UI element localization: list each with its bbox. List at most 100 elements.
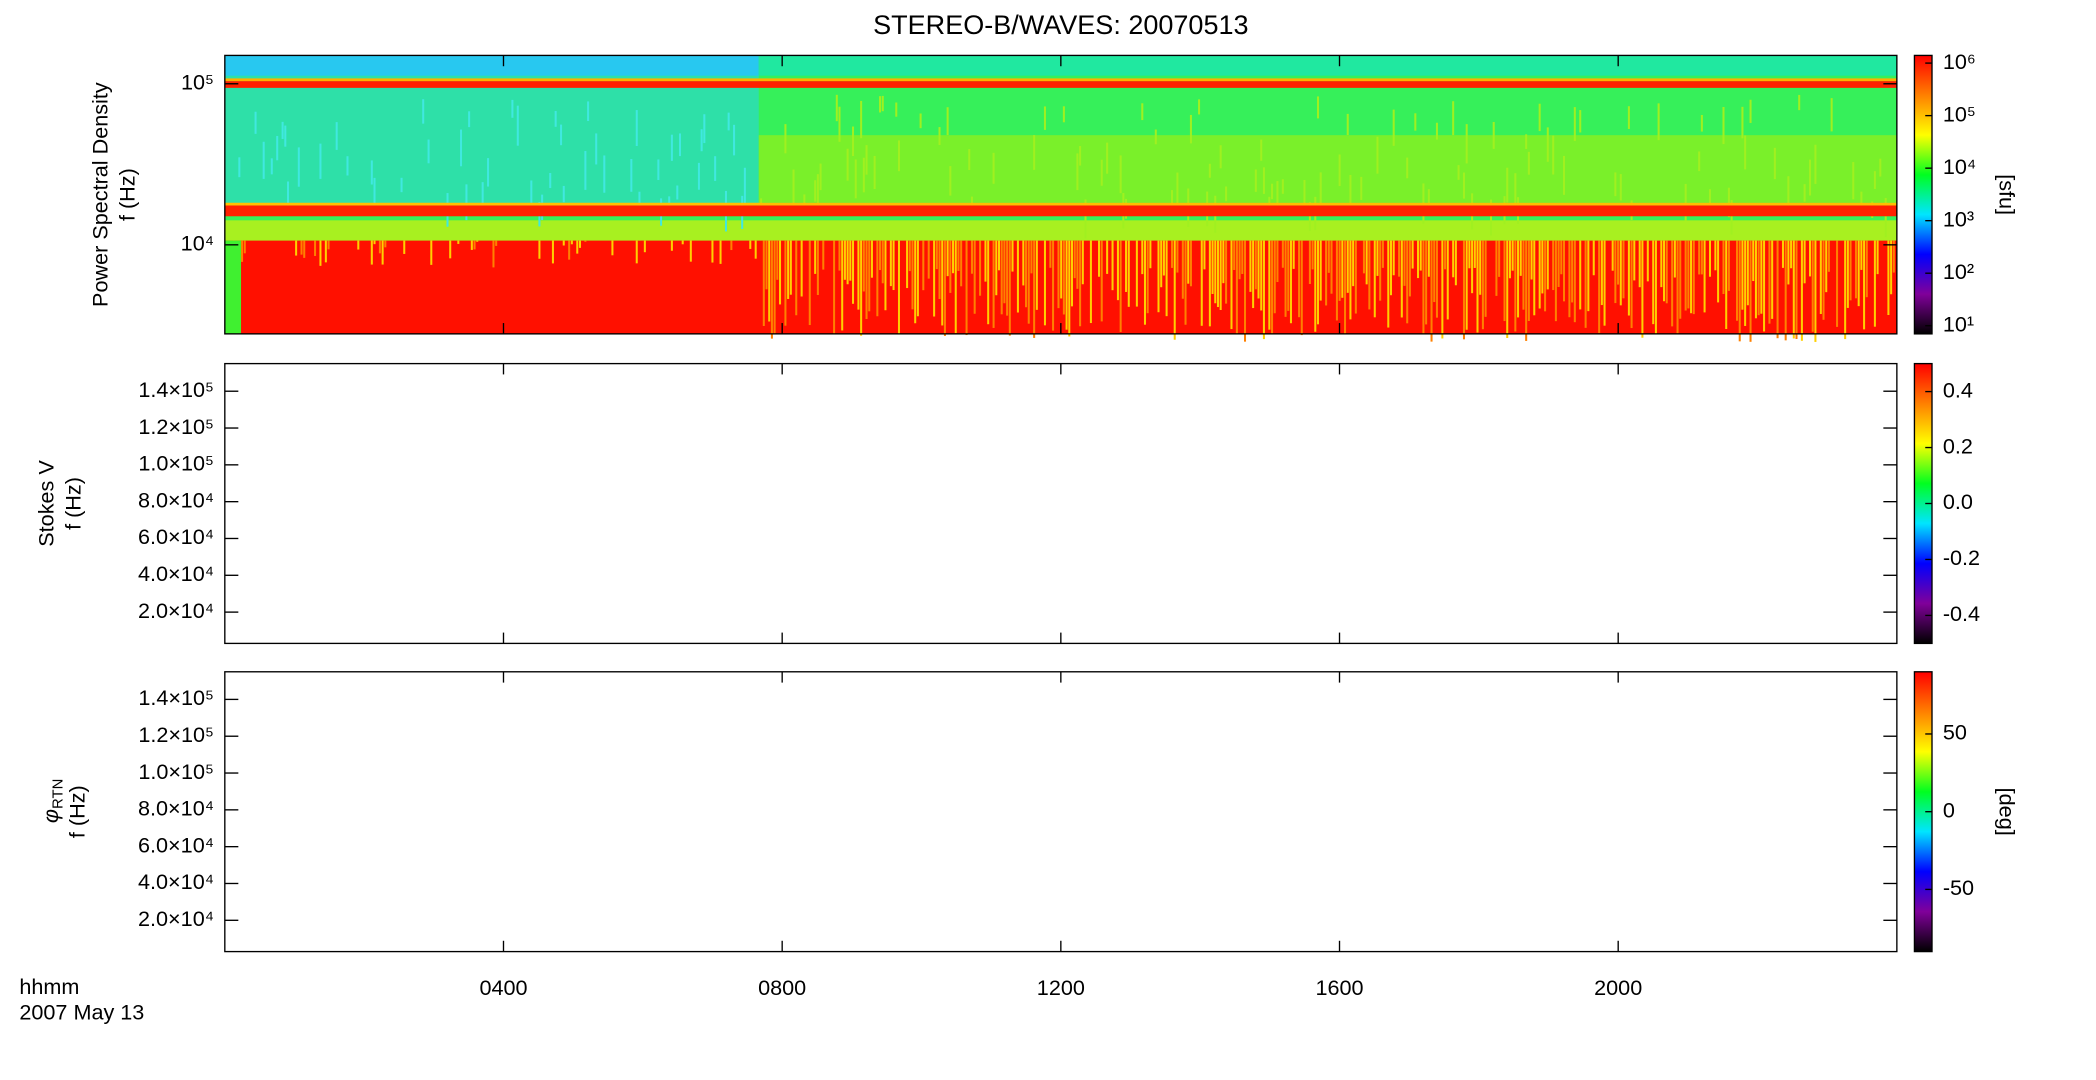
spectrogram-streak — [1376, 136, 1379, 174]
spectrogram-streak — [1465, 240, 1468, 330]
spectrogram-streak — [473, 240, 476, 250]
spectrogram-streak — [1111, 240, 1114, 291]
spectrogram-streak — [1171, 240, 1174, 268]
spectrogram-streak — [284, 125, 287, 147]
spectrogram-streak — [1749, 240, 1752, 342]
spectrogram-streak — [1654, 240, 1657, 334]
spectrogram-streak — [1738, 240, 1741, 342]
spectrogram-streak — [1584, 240, 1587, 328]
spectrogram-streak — [427, 139, 430, 164]
spectrogram-streak — [1171, 190, 1174, 204]
spectrogram-streak — [1517, 240, 1520, 318]
spectrogram-streak — [1587, 240, 1590, 312]
spectrogram-streak — [1784, 240, 1787, 341]
y-axis-label: φRTN — [38, 779, 67, 823]
spectrogram-streak — [1225, 186, 1228, 202]
spectrogram-streak — [1184, 240, 1187, 325]
spectrogram-streak — [1830, 98, 1833, 132]
spectrogram-streak — [254, 111, 257, 134]
spectrogram-streak — [1514, 240, 1517, 332]
spectrogram-streak — [1341, 240, 1344, 298]
spectrogram-streak — [241, 240, 244, 262]
spectrogram-streak — [611, 240, 614, 256]
spectrogram-streak — [1422, 240, 1425, 335]
spectrogram-streak — [876, 240, 879, 317]
x-tick-label: 0400 — [479, 975, 527, 1000]
spectrogram-streak — [1354, 240, 1357, 314]
spectrogram-streak — [1049, 240, 1052, 268]
spectrogram-streak — [635, 240, 638, 264]
spectrogram-streak — [295, 240, 298, 256]
spectrogram-streak — [1349, 240, 1352, 320]
spectrogram-streak — [1392, 240, 1395, 276]
spectrogram-streak — [1360, 176, 1363, 200]
spectrogram-streak — [1527, 151, 1530, 175]
spectrogram-streak — [700, 129, 703, 152]
spectrogram-streak — [346, 156, 349, 176]
spectrogram-streak — [784, 124, 787, 154]
spectrogram-streak — [1319, 172, 1322, 208]
y-tick-label: 2.0×10⁴ — [138, 598, 214, 623]
spectrogram-streak — [465, 184, 468, 221]
colorbar-tick-label: -50 — [1943, 875, 1974, 900]
spectrogram-streak — [1425, 240, 1428, 325]
spectrogram-streak — [1652, 240, 1655, 325]
spectrogram-streak — [1276, 240, 1279, 283]
spectrogram-band — [224, 55, 759, 76]
spectrogram-streak — [1160, 240, 1163, 288]
spectrogram-streak — [1454, 240, 1457, 286]
spectrogram-streak — [1592, 240, 1595, 276]
spectrogram-streak — [1338, 240, 1341, 301]
spectrogram-streak — [562, 240, 565, 246]
spectrogram-streak — [1287, 240, 1290, 311]
spectrogram-streak — [862, 240, 865, 292]
spectrogram-streak — [1208, 163, 1211, 178]
spectrogram-streak — [889, 240, 892, 287]
spectrogram-streak — [1803, 184, 1806, 202]
y-axis-label: f (Hz) — [115, 168, 140, 221]
spectrogram-streak — [270, 158, 273, 175]
y-tick-label: 6.0×10⁴ — [138, 832, 214, 857]
spectrogram-streak — [1573, 240, 1576, 323]
spectrogram-streak — [1538, 103, 1541, 132]
spectrogram-streak — [865, 145, 868, 175]
spectrogram-streak — [1362, 240, 1365, 274]
spectrogram-streak — [1187, 240, 1190, 284]
spectrogram-streak — [1873, 171, 1876, 189]
spectrogram-streak — [1568, 240, 1571, 318]
spectrogram-streak — [854, 159, 857, 199]
spectrogram-streak — [1011, 240, 1014, 272]
spectrogram-streak — [1003, 240, 1006, 304]
spectrogram-streak — [476, 240, 479, 242]
spectrogram-streak — [1016, 240, 1019, 313]
spectrogram-streak — [838, 106, 841, 142]
spectrogram-streak — [1154, 129, 1157, 145]
spectrogram-streak — [1687, 240, 1690, 309]
spectrogram-streak — [714, 156, 717, 181]
x-tick-label: 2000 — [1594, 975, 1642, 1000]
spectrogram-streak — [816, 240, 819, 295]
spectrogram-streak — [1792, 240, 1795, 339]
spectrogram-streak — [1098, 240, 1101, 277]
spectrogram-streak — [1614, 172, 1617, 197]
spectrogram-streak — [868, 240, 871, 312]
spectrogram-streak — [973, 240, 976, 314]
colorbar-tick-label: 0.4 — [1943, 377, 1973, 402]
spectrogram-streak — [773, 240, 776, 335]
spectrogram-streak — [1754, 240, 1757, 319]
spectrogram-streak — [846, 148, 849, 181]
spectrogram-streak — [643, 240, 646, 253]
spectrogram-streak — [1389, 240, 1393, 296]
spectrogram-streak — [327, 240, 330, 250]
spectrogram-streak — [1035, 240, 1038, 310]
spectrogram-streak — [300, 240, 303, 255]
spectrogram-streak — [1330, 240, 1333, 294]
spectrogram-streak — [603, 155, 606, 193]
spectrogram-streak — [916, 240, 919, 317]
spectrogram-streak — [1373, 240, 1376, 318]
spectrogram-streak — [1276, 181, 1279, 214]
spectrogram-streak — [957, 240, 960, 271]
spectrogram-streak — [1352, 240, 1355, 287]
spectrogram-band — [758, 55, 1897, 76]
spectrogram-streak — [1603, 240, 1606, 326]
